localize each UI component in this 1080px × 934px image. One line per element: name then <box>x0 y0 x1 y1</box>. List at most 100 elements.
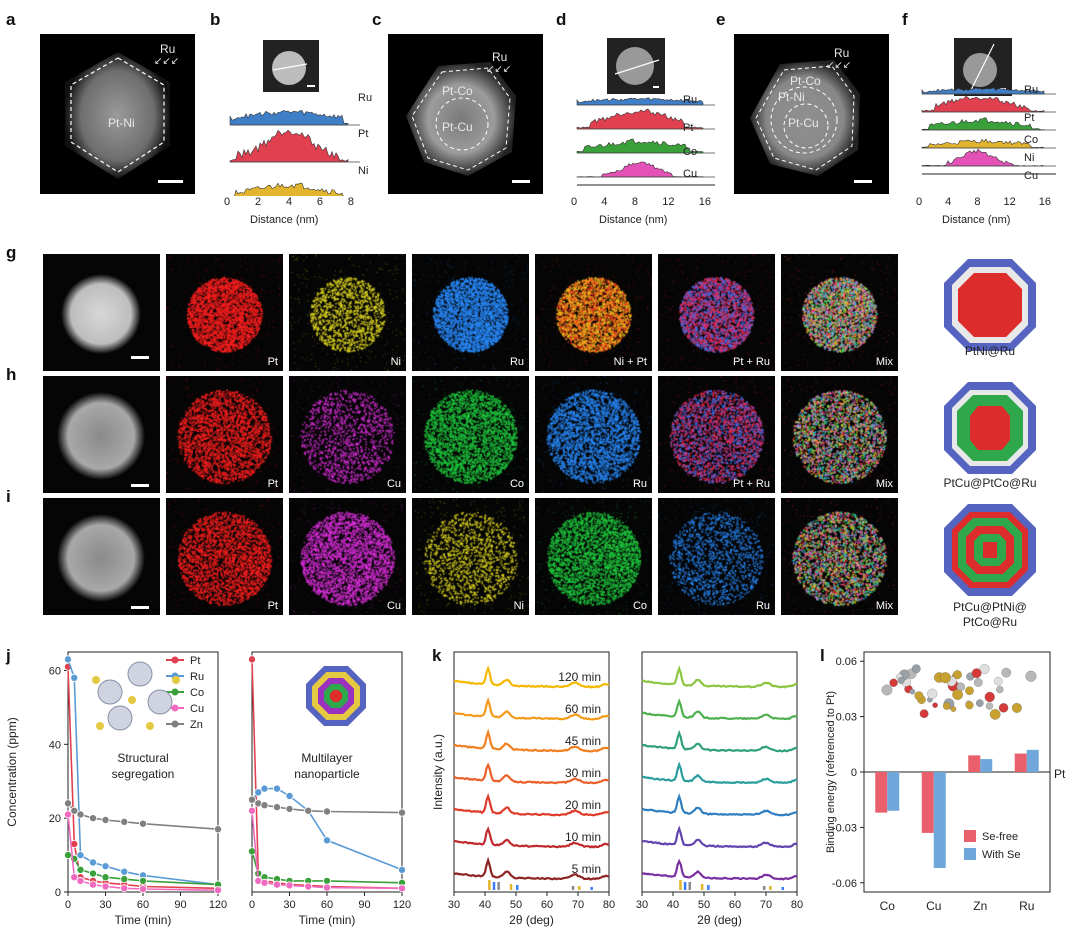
trace-label-f-2: Co <box>1024 134 1039 146</box>
x-tick-label: 50 <box>510 899 522 911</box>
point-co <box>101 873 110 882</box>
bar-with-se <box>933 772 946 868</box>
xrd-pattern <box>641 698 798 721</box>
atom-icon <box>939 672 951 684</box>
atom-icon <box>973 678 983 687</box>
x-label-f: Distance (nm) <box>942 214 1011 226</box>
atom-icon <box>911 664 921 674</box>
arrow-icons: ↙↙↙ <box>486 64 512 75</box>
panel-label-j: j <box>6 646 11 665</box>
atom-icon <box>914 691 924 701</box>
label-ru: Ru <box>160 42 176 56</box>
tick: 0 <box>916 196 923 208</box>
point-co <box>89 869 98 878</box>
eds-map-g-3: Ni + Pt <box>535 254 652 371</box>
haadf-image-h <box>43 376 160 493</box>
eds-label: Ni <box>390 356 401 368</box>
reference-stick <box>707 885 710 890</box>
scale-bar <box>854 180 872 183</box>
eds-map-h-1: Cu <box>289 376 406 493</box>
inset-stem-b <box>263 40 319 92</box>
bar-with-se <box>1026 749 1039 772</box>
model-label-i-line1: PtCu@PtNi@ <box>953 600 1027 614</box>
x-axis-label: Time (min) <box>299 913 356 927</box>
tick: 8 <box>631 196 638 208</box>
panel-label-k: k <box>432 646 442 665</box>
point-co <box>138 876 147 885</box>
eds-label: Ru <box>755 600 770 612</box>
atom-icon <box>996 685 1004 694</box>
eds-map-g-0: Pt <box>166 254 283 371</box>
stem-image-a: Pt-Ni Ru ↙↙↙ <box>40 34 195 194</box>
annotation-line1: Multilayer <box>301 751 352 765</box>
x-tick-label: 60 <box>729 899 741 911</box>
xrd-pattern <box>641 729 798 753</box>
xrd-pattern <box>453 826 610 849</box>
y-tick-label: 0.06 <box>836 656 857 668</box>
reference-stick <box>590 887 593 890</box>
xrd-pattern <box>641 665 798 689</box>
profile-trace-ni <box>921 138 1045 149</box>
x-tick-label: 50 <box>698 899 710 911</box>
eds-label: Mix <box>875 600 893 612</box>
y-axis-label: Concentration (ppm) <box>5 717 19 826</box>
point-cu <box>285 881 294 890</box>
x-tick-label: 40 <box>479 899 491 911</box>
bar-se-free <box>1014 753 1027 772</box>
x-tick-label: 30 <box>636 899 648 911</box>
eds-label: Pt <box>267 356 278 368</box>
atom-icon <box>975 699 984 707</box>
profile-trace-ni <box>234 182 344 196</box>
point-cu <box>260 878 269 887</box>
trace-label-d-3: Cu <box>683 168 698 180</box>
point-zn <box>304 806 313 815</box>
point-ru <box>70 673 79 682</box>
point-ru <box>76 851 85 860</box>
eds-map-g-1: Ni <box>289 254 406 371</box>
x-ticks-d: 0 4 8 12 16 <box>571 196 711 208</box>
panel-label-i: i <box>6 487 11 506</box>
trace-label-b-0: Ru <box>358 92 373 104</box>
eds-label: Mix <box>875 478 893 490</box>
x-tick-label: 30 <box>283 899 295 911</box>
xrd-time-label: 30 min <box>565 766 601 780</box>
small-particle-icon <box>128 696 136 704</box>
point-ru <box>120 867 129 876</box>
atom-icon <box>985 702 994 710</box>
point-pt <box>247 655 256 664</box>
xrd-pattern <box>641 761 798 785</box>
tick: 4 <box>945 196 952 208</box>
x-tick-label: 0 <box>249 899 255 911</box>
atom-icon <box>897 676 905 684</box>
stem-image-e: Pt-Co Pt-Ni Pt-Cu Ru ↙↙↙ <box>734 34 889 194</box>
trace-label-f-4: Cu <box>1024 170 1039 182</box>
eds-map-h-2: Co <box>412 376 529 493</box>
trace-label-d-0: Ru <box>683 94 698 106</box>
y-tick-label: 40 <box>49 739 61 751</box>
eds-label: Pt <box>267 600 278 612</box>
atom-icon <box>956 682 966 692</box>
atom-icon <box>889 678 898 687</box>
legend-marker <box>171 704 179 712</box>
trace-label-b-2: Ni <box>358 165 369 177</box>
profile-trace-co <box>921 117 1045 131</box>
atom-icon <box>927 688 938 699</box>
arrow-icons: ↙↙↙ <box>826 60 852 71</box>
panel-label-a: a <box>6 10 16 29</box>
point-ru <box>89 858 98 867</box>
legend-label: Pt <box>190 655 200 667</box>
scale-bar <box>131 484 149 487</box>
legend-swatch <box>964 848 976 860</box>
category-label: Zn <box>973 899 987 913</box>
eds-label: Pt + Ru <box>733 356 770 368</box>
atom-icon <box>942 702 951 710</box>
haadf-image-g <box>43 254 160 371</box>
x-tick-label: 30 <box>99 899 111 911</box>
trace-label-f-3: Ni <box>1024 152 1035 164</box>
layer-shell <box>330 690 342 702</box>
panel-label-f: f <box>902 10 908 29</box>
label-ru: Ru <box>834 46 850 60</box>
model-ptcu-ptco-ru <box>940 378 1040 478</box>
atom-icon <box>971 668 982 679</box>
point-cu <box>120 884 129 893</box>
